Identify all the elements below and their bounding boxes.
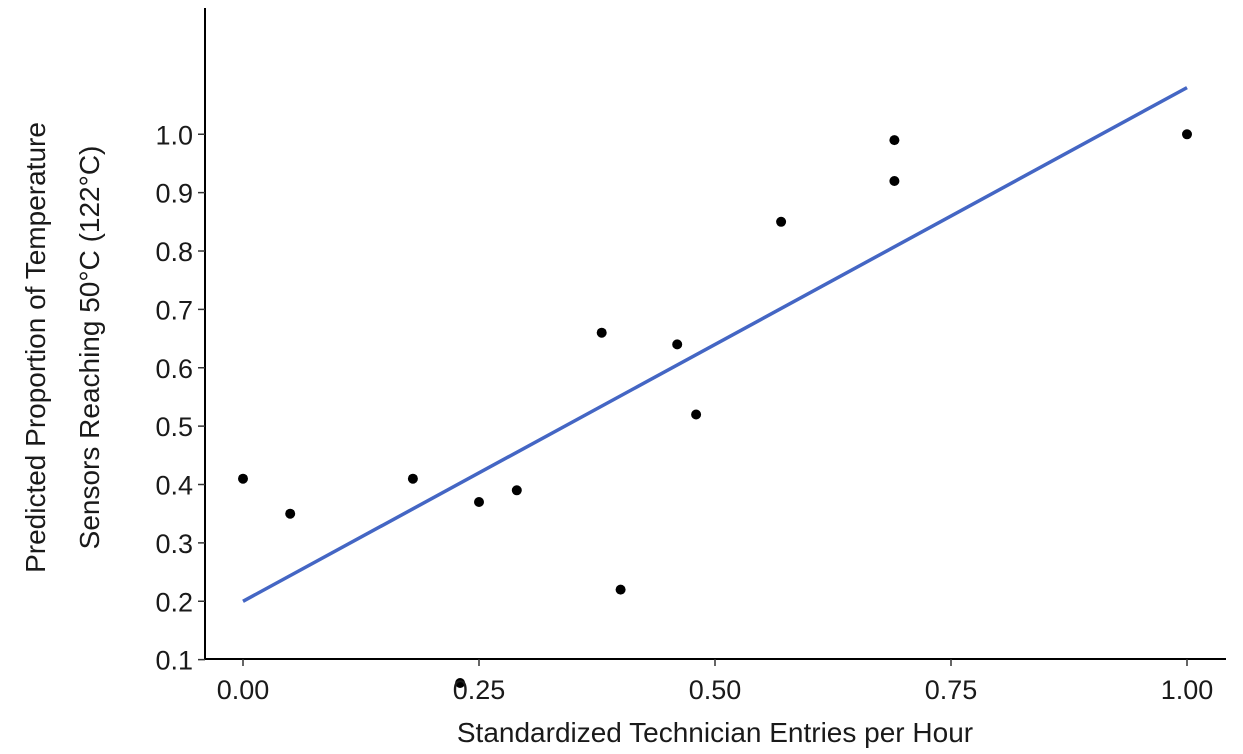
y-tick-label: 0.8 [155, 237, 193, 267]
y-tick-label: 0.3 [155, 529, 193, 559]
data-point [1182, 129, 1192, 140]
x-tick-label: 0.50 [689, 675, 742, 705]
y-axis-title-line-1: Predicted Proportion of Temperature [20, 122, 51, 573]
y-tick-label: 0.4 [155, 471, 193, 501]
x-tick-label: 0.75 [925, 675, 978, 705]
data-point [889, 135, 900, 146]
data-point [615, 584, 626, 595]
x-tick-label: 0.25 [453, 675, 506, 705]
y-tick-label: 0.9 [155, 179, 193, 209]
data-point [407, 473, 418, 484]
data-point [238, 473, 248, 484]
y-tick-label: 0.5 [155, 412, 193, 442]
data-point [672, 339, 683, 350]
y-axis-title-line-2: Sensors Reaching 50°C (122°C) [74, 146, 105, 550]
axes: 0.1 0.2 0.3 0.4 0.5 0.6 0.7 0.8 0.9 1.0 0.00 0.25 0.… [155, 8, 1226, 705]
x-axis-title: Standardized Technician Entries per Hour [457, 717, 973, 748]
y-tick-label: 0.2 [155, 587, 193, 617]
y-tick-label: 0.7 [155, 295, 193, 325]
x-tick-label: 1.00 [1161, 675, 1214, 705]
fit-line [242, 86, 1188, 603]
y-tick-label: 0.6 [155, 354, 193, 384]
data-point [889, 176, 900, 186]
y-tick-label: 1.0 [155, 120, 193, 150]
data-point [285, 508, 296, 519]
data-point [776, 216, 787, 227]
data-point [691, 409, 702, 420]
data-point [596, 327, 607, 338]
data-point [474, 497, 484, 507]
x-tick-label: 0.00 [217, 675, 270, 705]
plot-area [238, 86, 1192, 688]
data-point [455, 678, 466, 688]
data-point [511, 485, 522, 496]
y-tick-label: 0.1 [155, 646, 193, 676]
